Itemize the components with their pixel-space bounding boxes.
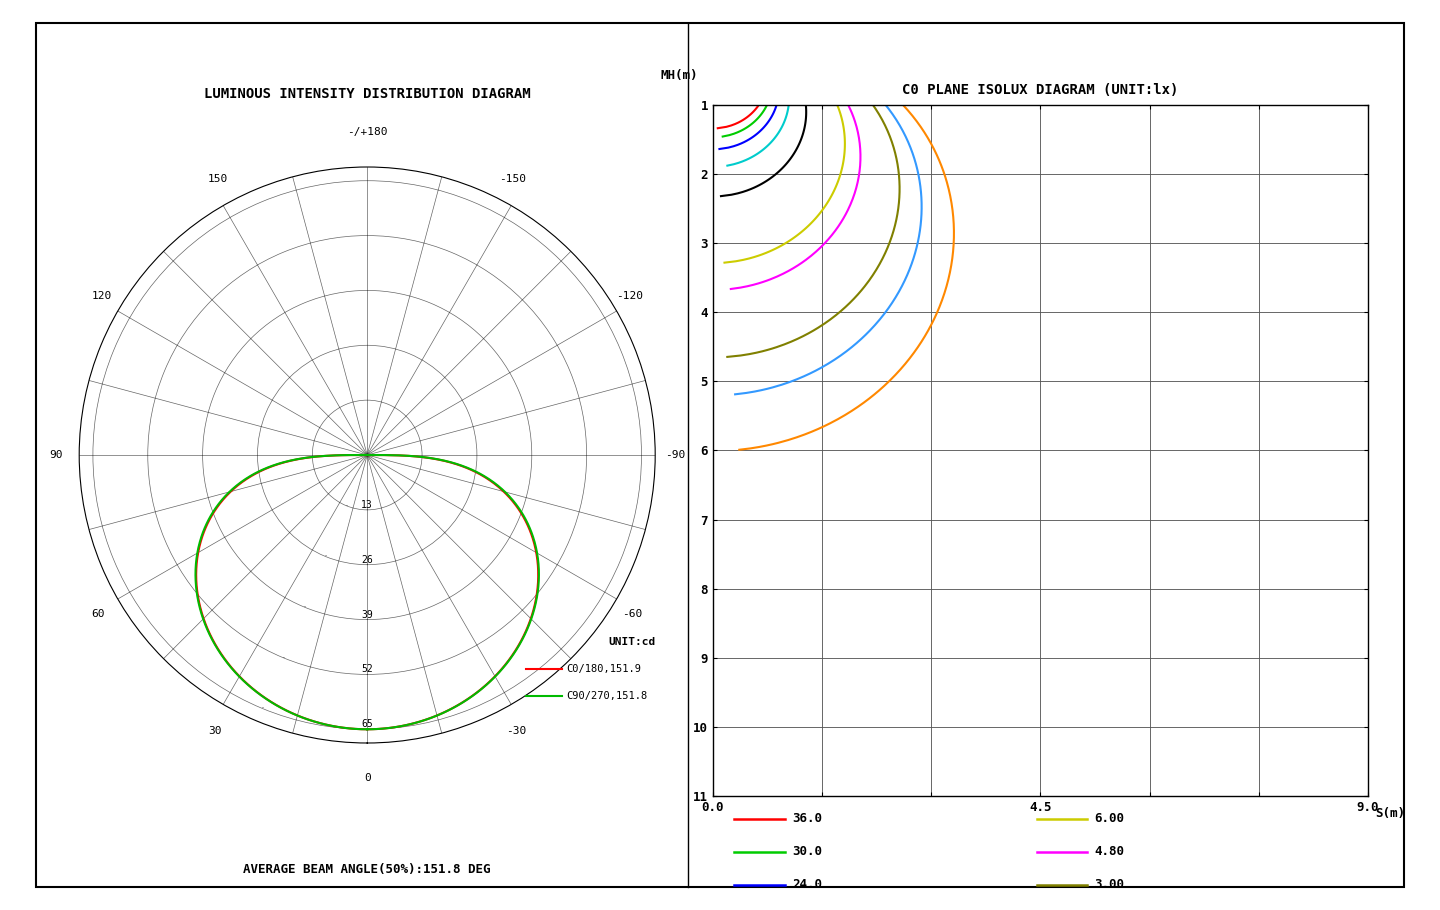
Text: 6.00: 6.00 [1094,813,1125,825]
Text: 4.80: 4.80 [1094,845,1125,858]
Text: -90: -90 [665,450,685,460]
Text: C90/270,151.8: C90/270,151.8 [566,692,647,701]
Text: 0: 0 [364,774,370,784]
Title: LUMINOUS INTENSITY DISTRIBUTION DIAGRAM: LUMINOUS INTENSITY DISTRIBUTION DIAGRAM [204,86,530,101]
Text: S(m): S(m) [1375,807,1405,820]
Text: -120: -120 [616,291,642,301]
Text: -60: -60 [622,609,642,619]
Text: 90: 90 [49,450,62,460]
Text: -150: -150 [500,175,526,185]
Text: 24.0: 24.0 [792,878,822,891]
Text: 60: 60 [92,609,105,619]
Text: 3.00: 3.00 [1094,878,1125,891]
Text: 65: 65 [361,719,373,729]
Text: 52: 52 [361,664,373,674]
Text: UNIT:cd: UNIT:cd [608,637,655,646]
Text: -/+180: -/+180 [347,126,387,136]
Text: AVERAGE BEAM ANGLE(50%):151.8 DEG: AVERAGE BEAM ANGLE(50%):151.8 DEG [243,863,491,875]
Text: MH(m): MH(m) [661,69,698,82]
Text: 39: 39 [361,610,373,620]
Title: C0 PLANE ISOLUX DIAGRAM (UNIT:lx): C0 PLANE ISOLUX DIAGRAM (UNIT:lx) [903,83,1178,96]
Text: 30: 30 [209,725,222,735]
Text: -30: -30 [505,725,526,735]
Text: 30.0: 30.0 [792,845,822,858]
Text: 13: 13 [361,500,373,510]
Text: 150: 150 [209,175,229,185]
Text: 120: 120 [92,291,112,301]
Text: C0/180,151.9: C0/180,151.9 [566,664,641,673]
Text: 26: 26 [361,555,373,565]
Text: 36.0: 36.0 [792,813,822,825]
